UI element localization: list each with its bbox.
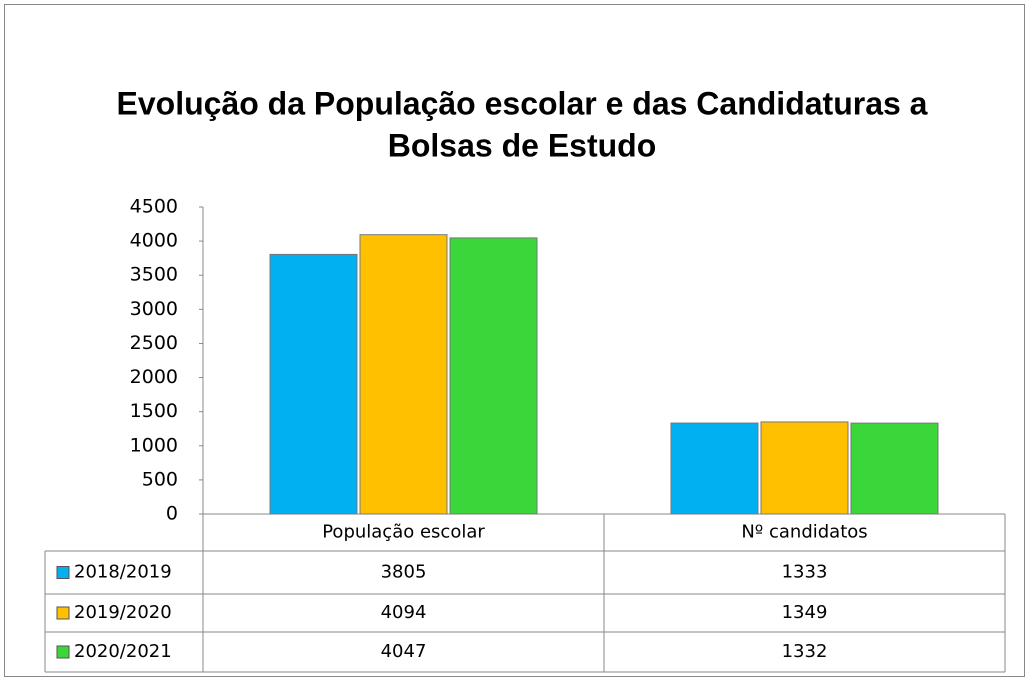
y-tick-label: 2000	[130, 366, 178, 388]
y-tick-label: 2500	[130, 332, 178, 354]
bar	[449, 237, 538, 515]
table-value: 1349	[782, 602, 828, 623]
bar	[269, 253, 358, 515]
legend-key	[56, 645, 70, 659]
legend-label: 2019/2020	[74, 602, 172, 623]
bar	[760, 421, 849, 515]
bar	[670, 422, 759, 515]
y-tick-label: 500	[142, 468, 178, 490]
legend-key	[56, 606, 70, 620]
y-tick-label: 1000	[130, 434, 178, 456]
chart-title-line2: Bolsas de Estudo	[388, 127, 657, 163]
y-tick-label: 3500	[130, 264, 178, 286]
x-tick-label: População escolar	[322, 522, 485, 543]
bar	[850, 422, 939, 515]
table-value: 3805	[381, 562, 427, 583]
bar	[359, 234, 448, 515]
y-tick-label: 4000	[130, 230, 178, 252]
x-tick-label: Nº candidatos	[741, 522, 867, 543]
table-value: 1332	[782, 641, 828, 662]
legend-label: 2018/2019	[74, 562, 172, 583]
y-tick-label: 1500	[130, 400, 178, 422]
y-tick-label: 0	[166, 503, 178, 525]
y-tick-label: 3000	[130, 298, 178, 320]
y-tick-label: 4500	[130, 196, 178, 218]
table-value: 4047	[381, 641, 427, 662]
legend-key	[56, 566, 70, 579]
legend-label: 2020/2021	[74, 641, 172, 662]
table-value: 4094	[381, 602, 427, 623]
table-value: 1333	[782, 562, 828, 583]
chart-title-line1: Evolução da População escolar e das Cand…	[117, 85, 928, 121]
